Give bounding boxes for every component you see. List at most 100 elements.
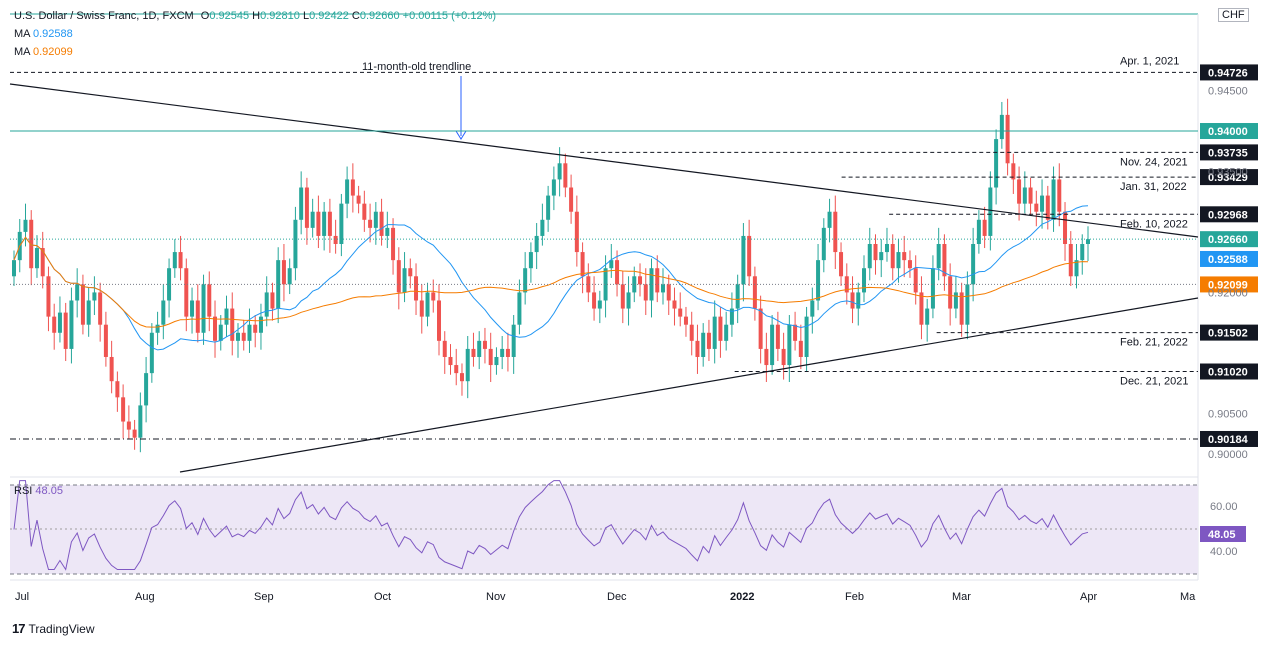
candle-body xyxy=(161,300,166,325)
candle-body xyxy=(511,324,516,357)
tradingview-logo-icon: 17 xyxy=(12,621,26,636)
candle-body xyxy=(615,260,620,285)
ma-slow-legend[interactable]: MA 0.92099 xyxy=(14,45,73,59)
candle-body xyxy=(856,292,861,309)
candle-body xyxy=(505,348,510,357)
level-date-label: Feb. 21, 2022 xyxy=(1120,337,1188,349)
x-tick-label: Nov xyxy=(486,591,506,603)
candle-body xyxy=(557,163,562,180)
candle-body xyxy=(126,421,131,430)
candle-body xyxy=(586,276,591,293)
candle-body xyxy=(689,324,694,341)
rsi-legend[interactable]: RSI 48.05 xyxy=(14,484,63,498)
candle-body xyxy=(69,300,74,349)
candle-body xyxy=(34,248,39,269)
price-label: 0.92660 xyxy=(1208,234,1248,246)
rsi-tick-label: 60.00 xyxy=(1210,501,1238,513)
candle-body xyxy=(322,211,327,236)
price-label: 0.91020 xyxy=(1208,367,1248,379)
candle-body xyxy=(701,332,706,357)
close-value: 0.92660 xyxy=(359,10,400,22)
x-tick-label: Sep xyxy=(254,591,274,603)
high-value: 0.92810 xyxy=(260,10,300,22)
ma-fast-label: MA xyxy=(14,28,30,40)
candle-body xyxy=(379,211,384,236)
uptrend-line xyxy=(179,297,1199,473)
candle-body xyxy=(597,300,602,309)
candle-body xyxy=(672,300,677,309)
annotation-arrow-head-icon xyxy=(455,130,467,140)
open-value: 0.92545 xyxy=(209,10,250,22)
level-date-label: Dec. 21, 2021 xyxy=(1120,376,1189,388)
candle-body xyxy=(540,219,545,236)
rsi-value-box xyxy=(1200,526,1246,542)
candle-body xyxy=(706,332,711,349)
candle-body xyxy=(1005,114,1010,164)
candle-body xyxy=(884,244,889,253)
candle-body xyxy=(971,244,976,285)
candle-body xyxy=(425,292,430,317)
currency-badge[interactable]: CHF xyxy=(1218,8,1249,22)
candle-body xyxy=(816,260,821,301)
candle-body xyxy=(839,252,844,277)
price-label: 0.92099 xyxy=(1208,279,1248,291)
candle-body xyxy=(752,276,757,309)
level-date-label: Apr. 1, 2021 xyxy=(1120,55,1179,67)
candle-body xyxy=(23,219,28,232)
candle-body xyxy=(195,300,200,333)
ma-slow-value: 0.92099 xyxy=(32,46,73,58)
candle-body xyxy=(787,324,792,366)
candle-body xyxy=(724,324,729,341)
candle-body xyxy=(844,276,849,293)
x-tick-label: Mar xyxy=(952,591,971,603)
candle-body xyxy=(609,260,614,269)
candle-body xyxy=(890,244,895,269)
candle-body xyxy=(764,348,769,366)
candle-body xyxy=(356,195,361,204)
candle-body xyxy=(953,292,958,309)
candle-body xyxy=(299,187,304,220)
candle-body xyxy=(775,324,780,349)
open-label: O xyxy=(200,10,210,22)
candle-body xyxy=(867,244,872,269)
candle-body xyxy=(40,248,45,277)
candle-body xyxy=(253,324,258,333)
ma-fast-legend[interactable]: MA 0.92588 xyxy=(14,27,73,41)
candle-body xyxy=(408,268,413,277)
candle-body xyxy=(333,235,338,244)
candle-body xyxy=(155,324,160,333)
symbol-legend: U.S. Dollar / Swiss Franc, 1D, FXCM O0.9… xyxy=(14,9,496,23)
low-label: L xyxy=(302,10,310,22)
level-date-label: Jan. 31, 2022 xyxy=(1120,181,1187,193)
candle-body xyxy=(569,187,574,212)
candle-body xyxy=(52,316,57,333)
candle-body xyxy=(1022,187,1027,204)
candle-body xyxy=(913,268,918,293)
candle-body xyxy=(149,332,154,374)
price-label: 0.91502 xyxy=(1208,328,1248,340)
candle-body xyxy=(936,244,941,269)
candle-body xyxy=(373,211,378,228)
level-date-label: Nov. 24, 2021 xyxy=(1120,156,1188,168)
candle-body xyxy=(281,260,286,285)
candle-body xyxy=(546,195,551,220)
candle-body xyxy=(172,252,177,269)
candle-body xyxy=(494,356,499,366)
candle-body xyxy=(345,179,350,204)
candle-body xyxy=(80,284,85,325)
candle-body xyxy=(649,268,654,301)
candle-body xyxy=(655,268,660,293)
candle-body xyxy=(862,268,867,293)
candle-body xyxy=(948,276,953,309)
candle-body xyxy=(965,284,970,325)
price-label: 0.93429 xyxy=(1208,172,1248,184)
ma-fast-value: 0.92588 xyxy=(32,28,73,40)
candle-body xyxy=(500,348,505,357)
price-label: 0.94726 xyxy=(1208,67,1248,79)
candle-body xyxy=(241,332,246,341)
candle-body xyxy=(385,227,390,236)
rsi-legend-value: 48.05 xyxy=(35,485,63,497)
x-tick-label: Apr xyxy=(1080,591,1097,603)
candle-body xyxy=(873,244,878,261)
